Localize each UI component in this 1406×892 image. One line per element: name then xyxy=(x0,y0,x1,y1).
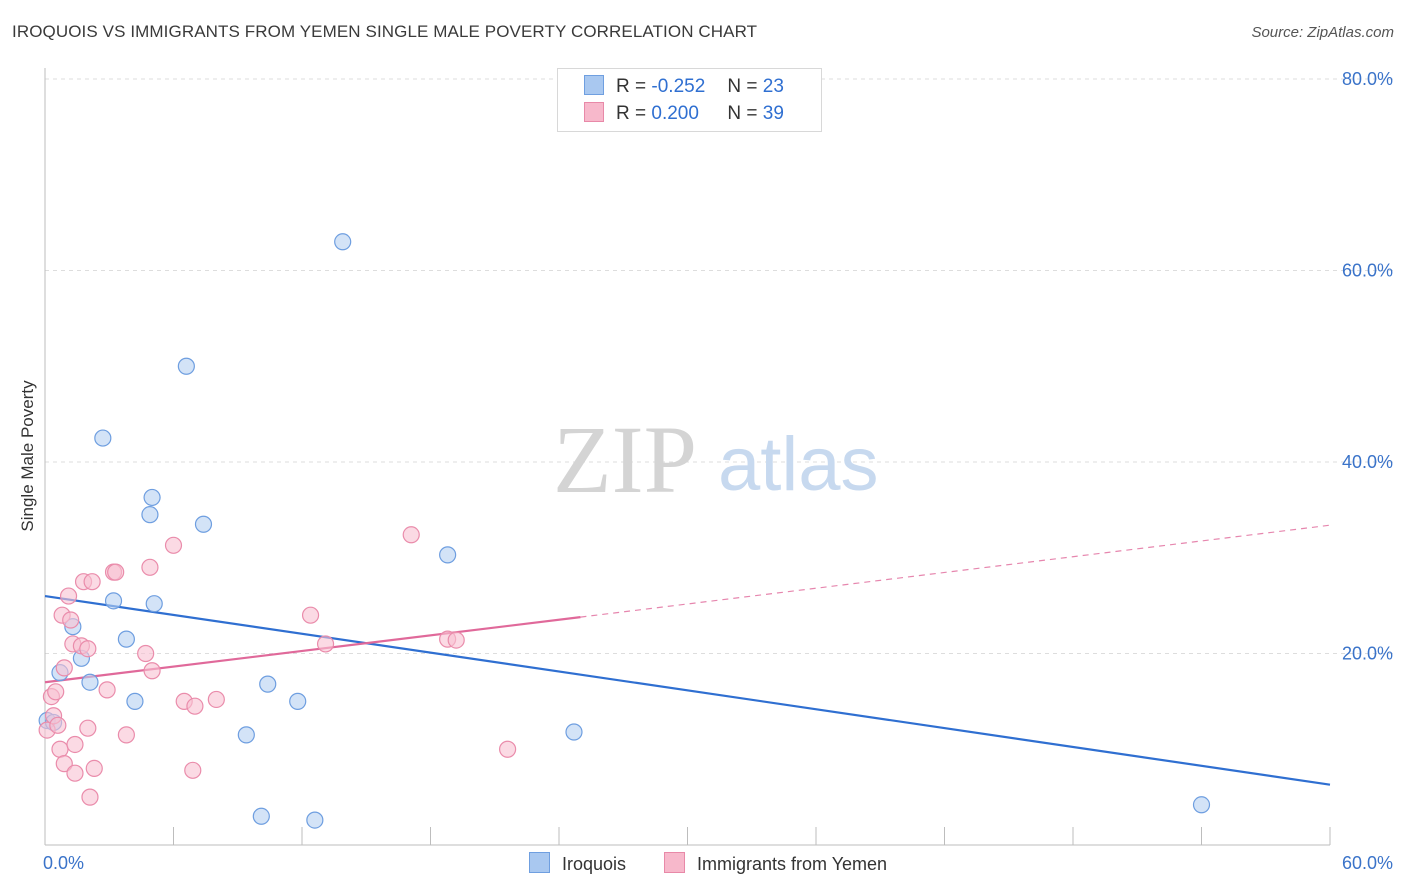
iroquois-point xyxy=(94,429,112,447)
iroquois-point xyxy=(117,630,135,648)
yemen-point xyxy=(107,563,125,581)
yemen-point xyxy=(447,631,465,649)
legend-n-label: N = xyxy=(727,103,758,124)
yemen-point xyxy=(117,726,135,744)
yemen-point xyxy=(47,683,65,701)
yemen-point xyxy=(66,735,84,754)
iroquois-point xyxy=(1192,796,1211,814)
trend-line-iroquois xyxy=(44,594,1331,786)
legend-swatch-iroquois xyxy=(584,75,604,95)
yemen-point xyxy=(83,573,101,591)
trend-lines xyxy=(44,524,1331,786)
iroquois-point xyxy=(289,692,307,710)
iroquois-point xyxy=(565,723,583,741)
yemen-point xyxy=(143,662,161,680)
yemen-point xyxy=(207,690,225,709)
yemen-point xyxy=(184,761,202,779)
trend-line-yemen xyxy=(44,616,581,684)
legend-row-iroquois: R = -0.252 N = 23 xyxy=(584,75,784,98)
y-tick-label: 40.0% xyxy=(1342,452,1393,472)
legend-r-label: R = xyxy=(616,103,647,124)
iroquois-point xyxy=(81,673,99,691)
iroquois-point xyxy=(259,675,277,693)
gridlines xyxy=(45,78,1393,654)
iroquois-point xyxy=(334,233,352,251)
legend-n-value: 23 xyxy=(762,76,784,97)
iroquois-point xyxy=(143,488,161,507)
yemen-point xyxy=(98,681,116,699)
bottom-legend-iroquois: Iroquois xyxy=(529,852,626,875)
watermark: ZIP atlas xyxy=(553,406,879,513)
legend-r-value: 0.200 xyxy=(651,103,699,124)
data-points xyxy=(38,233,1211,829)
chart-title: IROQUOIS VS IMMIGRANTS FROM YEMEN SINGLE… xyxy=(12,22,758,41)
yemen-point xyxy=(55,659,73,677)
yemen-point xyxy=(79,640,97,658)
x-tick-label: 0.0% xyxy=(43,853,84,873)
yemen-point xyxy=(141,558,159,576)
yemen-point xyxy=(49,716,67,734)
legend-r-label: R = xyxy=(616,76,647,97)
yemen-point xyxy=(59,587,78,605)
watermark-atlas: atlas xyxy=(718,422,879,507)
yemen-point xyxy=(137,644,155,663)
watermark-zip: ZIP xyxy=(553,406,697,513)
bottom-legend-label: Immigrants from Yemen xyxy=(697,854,888,874)
yemen-point xyxy=(85,759,103,778)
yemen-point xyxy=(316,635,335,653)
yemen-point xyxy=(499,740,517,758)
yemen-point xyxy=(79,719,97,737)
legend-n-label: N = xyxy=(727,76,758,97)
yemen-point xyxy=(301,606,320,624)
iroquois-point xyxy=(145,595,163,613)
iroquois-point xyxy=(141,506,159,524)
yemen-point xyxy=(51,740,69,758)
yemen-point xyxy=(402,526,420,544)
tick-labels: 20.0% 40.0% 60.0% 80.0% 0.0% 60.0% xyxy=(43,69,1393,873)
legend-row-yemen: R = 0.200 N = 39 xyxy=(584,102,784,125)
y-tick-label: 20.0% xyxy=(1342,644,1393,664)
yemen-point xyxy=(66,764,84,782)
legend-r-value: -0.252 xyxy=(651,76,706,97)
legend-swatch-yemen xyxy=(584,102,604,122)
iroquois-point xyxy=(252,807,270,825)
yemen-point xyxy=(62,611,80,629)
iroquois-point xyxy=(237,726,255,744)
yemen-point xyxy=(164,536,183,554)
yemen-point xyxy=(186,697,204,715)
source-label: Source: ZipAtlas.com xyxy=(1251,24,1394,41)
yemen-point xyxy=(55,755,73,773)
bottom-legend-swatch-yemen xyxy=(664,852,685,873)
bottom-legend-swatch-iroquois xyxy=(529,852,550,873)
stats-legend: R = -0.252 N = 23 R = 0.200 N = 39 xyxy=(557,68,822,132)
bottom-legend-label: Iroquois xyxy=(562,854,627,874)
yemen-point xyxy=(81,788,99,806)
x-tick-label: 60.0% xyxy=(1342,853,1393,873)
iroquois-point xyxy=(126,692,144,710)
iroquois-point xyxy=(194,515,213,533)
iroquois-point xyxy=(439,546,457,564)
bottom-legend-yemen: Immigrants from Yemen xyxy=(664,852,887,875)
iroquois-point xyxy=(177,357,195,375)
y-tick-label: 60.0% xyxy=(1342,261,1393,281)
iroquois-point xyxy=(104,592,123,610)
legend-n-value: 39 xyxy=(762,103,784,124)
trend-line-extension xyxy=(580,524,1331,618)
y-tick-label: 80.0% xyxy=(1342,69,1393,89)
iroquois-point xyxy=(306,811,324,829)
